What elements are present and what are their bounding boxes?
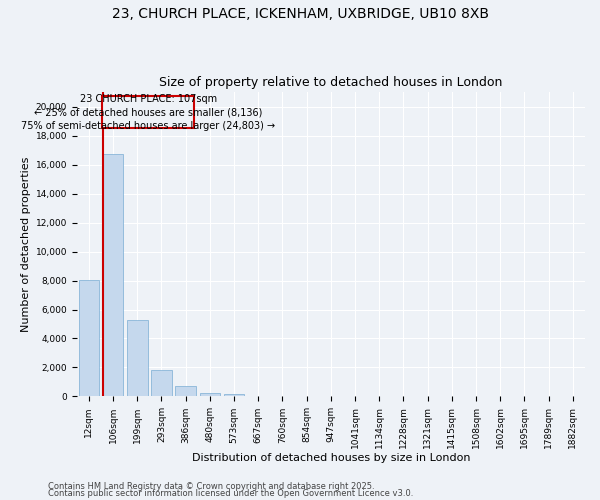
Bar: [79, 280, 99, 396]
Text: Contains HM Land Registry data © Crown copyright and database right 2025.: Contains HM Land Registry data © Crown c…: [48, 482, 374, 491]
Text: 23 CHURCH PLACE: 107sqm
← 25% of detached houses are smaller (8,136)
75% of semi: 23 CHURCH PLACE: 107sqm ← 25% of detache…: [21, 94, 275, 130]
Text: 23, CHURCH PLACE, ICKENHAM, UXBRIDGE, UB10 8XB: 23, CHURCH PLACE, ICKENHAM, UXBRIDGE, UB…: [112, 8, 488, 22]
Bar: [224, 394, 244, 396]
Title: Size of property relative to detached houses in London: Size of property relative to detached ho…: [159, 76, 503, 90]
Bar: [127, 320, 148, 396]
X-axis label: Distribution of detached houses by size in London: Distribution of detached houses by size …: [191, 452, 470, 462]
Bar: [151, 370, 172, 396]
Bar: [103, 154, 124, 396]
Y-axis label: Number of detached properties: Number of detached properties: [22, 156, 31, 332]
Bar: [175, 386, 196, 396]
FancyBboxPatch shape: [102, 96, 194, 128]
Text: Contains public sector information licensed under the Open Government Licence v3: Contains public sector information licen…: [48, 489, 413, 498]
Bar: [200, 393, 220, 396]
